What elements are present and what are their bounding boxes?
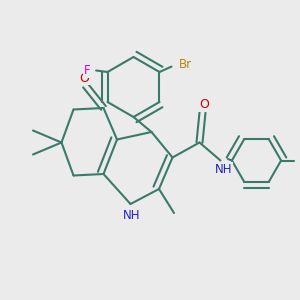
Text: F: F (83, 64, 90, 77)
Text: Br: Br (179, 58, 192, 71)
Text: O: O (79, 71, 89, 85)
Text: NH: NH (215, 163, 233, 176)
Text: O: O (199, 98, 209, 112)
Text: NH: NH (123, 209, 141, 222)
